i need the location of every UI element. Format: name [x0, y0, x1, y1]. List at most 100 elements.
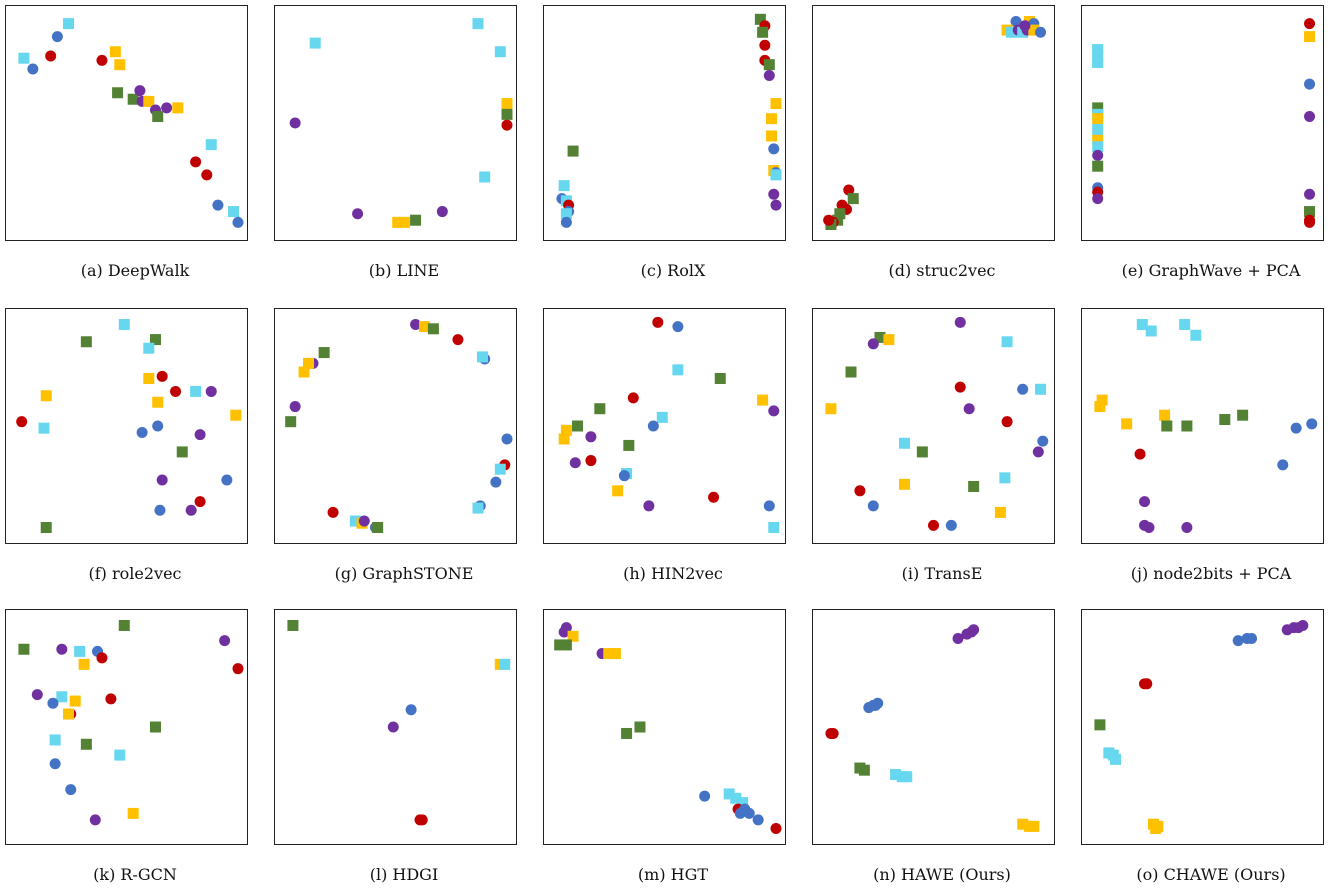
data-point [1304, 206, 1316, 218]
data-point [603, 648, 615, 660]
data-point [672, 321, 684, 333]
data-point [230, 409, 242, 421]
scatter-panel: (k) R-GCN [5, 609, 265, 889]
scatter-panel: (m) HGT [543, 609, 803, 889]
data-point [594, 403, 606, 415]
scatter-plot [1081, 5, 1324, 241]
data-point [18, 643, 30, 655]
scatter-plot [5, 308, 248, 544]
panel-caption: (j) node2bits + PCA [1130, 564, 1292, 583]
data-point [143, 342, 155, 354]
data-point [766, 130, 778, 142]
data-point [494, 46, 506, 58]
panel-caption: (n) HAWE (Ours) [873, 865, 1011, 884]
data-point [80, 738, 92, 750]
data-point [31, 689, 43, 701]
data-point [1092, 141, 1104, 153]
data-point [1143, 522, 1155, 534]
data-point [1297, 619, 1309, 631]
scatter-panel: (c) RolX [543, 5, 803, 285]
data-point [494, 463, 506, 475]
data-point [560, 424, 572, 436]
data-point [112, 87, 124, 99]
scatter-plot [274, 609, 517, 845]
data-point [1092, 149, 1104, 161]
data-point [757, 394, 769, 406]
data-point [623, 439, 635, 451]
data-point [770, 199, 782, 211]
data-point [999, 472, 1011, 484]
data-point [194, 496, 206, 508]
data-point [472, 18, 484, 30]
data-point [289, 401, 301, 413]
data-point [232, 216, 244, 228]
data-point [1179, 318, 1191, 330]
data-point [1232, 635, 1244, 647]
plot-frame [1081, 5, 1324, 241]
data-point [952, 632, 964, 644]
data-point [170, 385, 182, 397]
data-point [372, 522, 384, 534]
data-point [730, 792, 742, 804]
data-point [232, 663, 244, 675]
data-point [1001, 336, 1013, 348]
data-point [392, 216, 404, 228]
data-point [827, 727, 839, 739]
data-point [172, 102, 184, 114]
data-point [916, 446, 928, 458]
data-point [410, 318, 422, 330]
plot-frame [812, 308, 1055, 544]
data-point [190, 156, 202, 168]
panel-caption: (a) DeepWalk [80, 261, 190, 280]
data-point [89, 814, 101, 826]
data-point [398, 216, 410, 228]
data-point [612, 485, 624, 497]
data-point [954, 381, 966, 393]
data-point [647, 420, 659, 432]
data-point [768, 143, 780, 155]
plot-frame [543, 308, 786, 544]
scatter-panel: (d) struc2vec [812, 5, 1072, 285]
data-point [501, 119, 513, 131]
data-point [501, 108, 513, 120]
plot-frame [1081, 308, 1324, 544]
data-point [928, 519, 939, 531]
data-point [1139, 496, 1151, 508]
data-point [834, 208, 846, 220]
data-point [558, 626, 570, 638]
data-point [656, 411, 668, 423]
data-point [867, 500, 879, 512]
data-point [1001, 416, 1013, 428]
data-point [1028, 24, 1040, 36]
data-point [874, 331, 886, 343]
data-point [1134, 448, 1146, 460]
data-point [1219, 414, 1231, 426]
data-point [1017, 383, 1029, 395]
data-point [127, 93, 139, 105]
data-point [567, 630, 579, 642]
data-point [1032, 446, 1044, 458]
data-point [1181, 420, 1193, 432]
scatter-panel: (a) DeepWalk [5, 5, 265, 285]
data-point [737, 797, 749, 809]
data-point [176, 446, 188, 458]
panel-caption: (b) LINE [368, 261, 440, 280]
data-point [752, 814, 764, 826]
data-point [69, 695, 81, 707]
data-point [1304, 188, 1316, 200]
panel-caption: (d) struc2vec [888, 261, 996, 280]
data-point [1037, 435, 1049, 447]
data-point [387, 721, 399, 733]
data-point [490, 476, 502, 488]
scatter-plot [812, 609, 1055, 845]
data-point [1092, 44, 1104, 56]
data-point [80, 336, 92, 348]
scatter-plot [274, 5, 517, 241]
data-point [228, 206, 240, 218]
scatter-panel: (j) node2bits + PCA [1081, 308, 1334, 588]
data-point [560, 208, 572, 220]
plot-frame [812, 609, 1055, 845]
plot-frame [5, 609, 248, 845]
data-point [766, 113, 778, 125]
data-point [201, 169, 213, 181]
